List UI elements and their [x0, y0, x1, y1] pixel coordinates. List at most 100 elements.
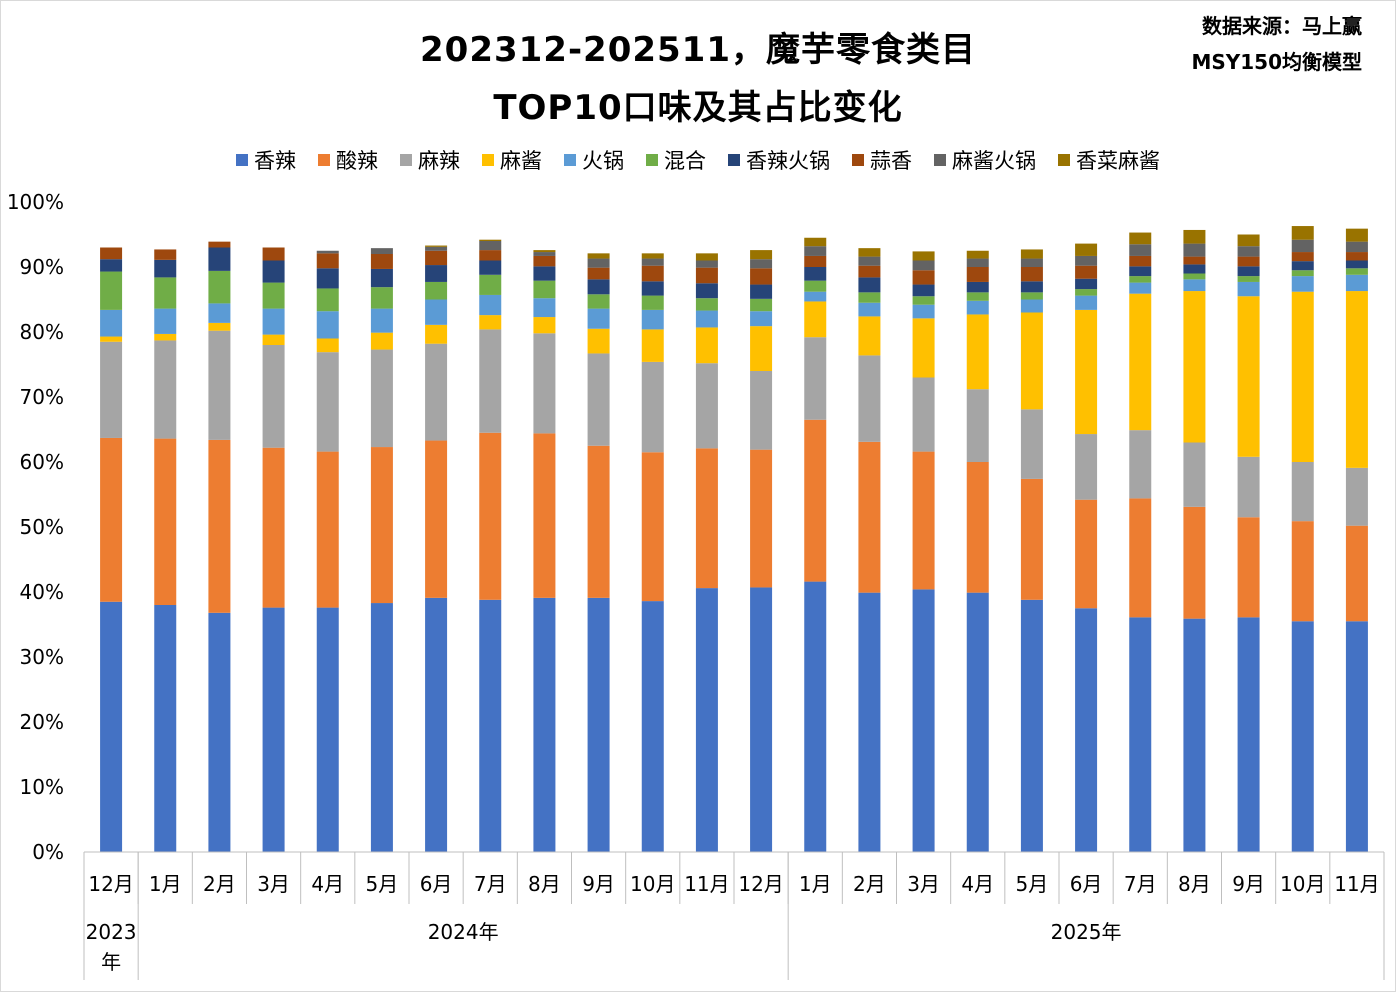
- x-category-label: 5月: [366, 872, 399, 896]
- bar-segment-9: [316, 250, 339, 254]
- bar-segment-4: [316, 338, 339, 353]
- bar-segment-1: [1291, 621, 1314, 852]
- bar-segment-4: [804, 301, 827, 338]
- bar-segment-4: [1075, 309, 1098, 435]
- bar-segment-9: [695, 260, 718, 268]
- x-category-label: 2月: [853, 872, 886, 896]
- x-category-label: 3月: [257, 872, 290, 896]
- bar-segment-6: [695, 298, 718, 311]
- bar-segment-2: [1183, 506, 1206, 619]
- bar-segment-1: [316, 607, 339, 852]
- bar-segment-1: [641, 601, 664, 852]
- bar-segment-3: [587, 353, 610, 446]
- bar-segment-3: [641, 361, 664, 453]
- bar-segment-3: [966, 389, 989, 462]
- bar-segment-6: [750, 298, 773, 312]
- bar-segment-1: [262, 607, 285, 852]
- bar-segment-8: [1183, 256, 1206, 265]
- legend-label: 香辣: [254, 149, 296, 173]
- bar-segment-1: [154, 605, 177, 852]
- bar-segment-9: [587, 258, 610, 268]
- bar-segment-9: [858, 256, 881, 266]
- bar-segment-7: [425, 265, 448, 282]
- bar-segment-5: [804, 291, 827, 302]
- legend-swatch: [236, 154, 248, 166]
- x-category-label: 11月: [1334, 872, 1379, 896]
- bar-segment-3: [1237, 456, 1260, 518]
- legend-label: 香辣火锅: [746, 149, 830, 173]
- bar-segment-6: [100, 271, 123, 310]
- bar-segment-8: [966, 267, 989, 282]
- bar-segment-1: [966, 592, 989, 852]
- bar-segment-8: [154, 249, 177, 260]
- bar-segment-8: [316, 253, 339, 269]
- bar-segment-6: [1345, 268, 1368, 275]
- bar-segment-4: [208, 322, 231, 331]
- bar-segment-10: [479, 239, 502, 241]
- bar-segment-7: [750, 284, 773, 299]
- bar-segment-8: [370, 254, 393, 269]
- chart-title-line-1: 202312-202511，魔芋零食类目: [420, 30, 976, 70]
- bar-segment-3: [316, 352, 339, 452]
- bar-segment-7: [1075, 278, 1098, 290]
- bar-segment-2: [425, 440, 448, 598]
- y-tick-label: 60%: [20, 450, 64, 474]
- bar-segment-4: [695, 327, 718, 364]
- bar-segment-5: [316, 311, 339, 339]
- bar-segment-8: [479, 250, 502, 261]
- bar-segment-7: [966, 281, 989, 293]
- bar-segment-3: [533, 333, 556, 434]
- y-tick-label: 30%: [20, 645, 64, 669]
- bar-segment-7: [208, 247, 231, 271]
- bar-segment-3: [1291, 462, 1314, 522]
- bar-segment-9: [1291, 239, 1314, 253]
- bar-segment-6: [804, 280, 827, 292]
- legend-item: 香辣: [236, 145, 296, 175]
- bar-segment-2: [858, 441, 881, 593]
- bar-segment-6: [262, 282, 285, 309]
- bar-segment-6: [1183, 273, 1206, 280]
- bar-segment-5: [100, 309, 123, 337]
- x-category-label: 6月: [1070, 872, 1103, 896]
- bar-segment-5: [370, 308, 393, 333]
- bar-segment-3: [912, 377, 935, 452]
- bar-segment-7: [641, 281, 664, 296]
- bar-segment-6: [316, 288, 339, 312]
- bar-segment-6: [1020, 292, 1043, 300]
- bar-segment-1: [858, 592, 881, 852]
- bar-segment-9: [1345, 241, 1368, 253]
- legend-label: 香菜麻酱: [1076, 149, 1160, 173]
- bar-segment-6: [1291, 270, 1314, 277]
- bar-segment-10: [1237, 234, 1260, 247]
- bar-segment-1: [479, 599, 502, 852]
- bar-segment-6: [912, 296, 935, 305]
- bar-segment-2: [587, 445, 610, 598]
- bar-segment-3: [695, 363, 718, 449]
- bar-segment-5: [1075, 295, 1098, 310]
- bar-segment-4: [1345, 291, 1368, 468]
- bar-segment-2: [966, 462, 989, 593]
- bar-segment-5: [1183, 279, 1206, 292]
- bar-segment-6: [1129, 276, 1152, 283]
- y-tick-label: 10%: [20, 775, 64, 799]
- bar-segment-3: [100, 341, 123, 438]
- x-category-label: 10月: [1280, 872, 1325, 896]
- bar-segment-5: [641, 309, 664, 330]
- y-tick-label: 40%: [20, 580, 64, 604]
- x-category-label: 12月: [738, 872, 783, 896]
- bar-segment-5: [1291, 276, 1314, 292]
- bar-segment-2: [100, 437, 123, 602]
- bar-segment-1: [804, 581, 827, 852]
- bar-segment-9: [479, 241, 502, 251]
- bar-segment-3: [208, 330, 231, 440]
- bar-segment-6: [1237, 276, 1260, 282]
- bar-segment-3: [858, 355, 881, 442]
- bar-segment-6: [587, 294, 610, 309]
- chart-title-line-2: TOP10口味及其占比变化: [493, 88, 903, 128]
- bar-segment-4: [262, 334, 285, 345]
- x-category-label: 10月: [630, 872, 675, 896]
- bar-segment-5: [1129, 282, 1152, 294]
- legend-item: 火锅: [564, 145, 624, 175]
- bar-segment-7: [804, 267, 827, 281]
